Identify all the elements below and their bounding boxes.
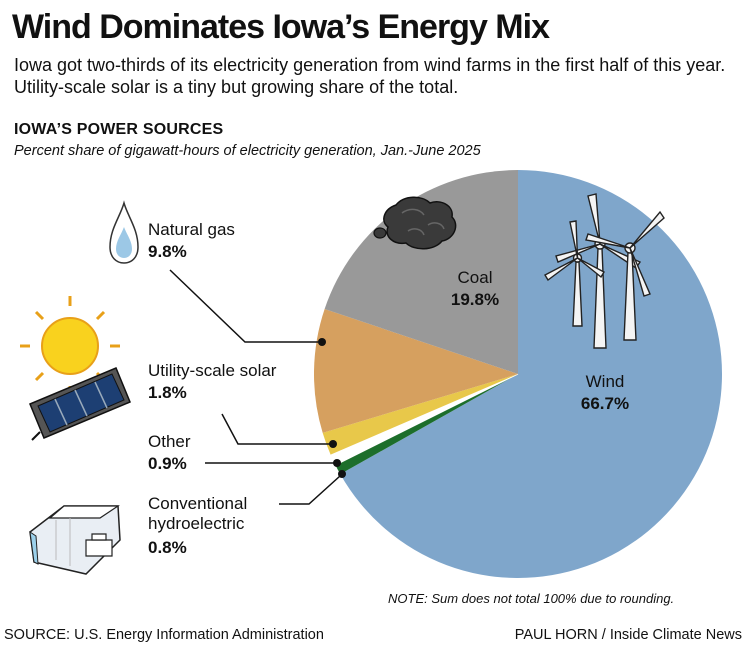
leader-hydro [279, 475, 341, 505]
value-solar: 1.8% [148, 383, 187, 402]
chart-note: NOTE: Sum does not total 100% due to rou… [388, 591, 675, 606]
pie-subtitle: Percent share of gigawatt-hours of elect… [14, 143, 481, 159]
pie-slice-utility-scale-solar [322, 374, 518, 455]
value-coal: 19.8% [450, 290, 500, 309]
label-other: Other [148, 432, 191, 451]
leader-dot-other [333, 459, 341, 467]
value-natural-gas: 9.8% [148, 242, 187, 261]
gas-flame-icon [109, 200, 139, 264]
author-credit: PAUL HORN / Inside Climate News [514, 627, 742, 643]
label-wind: Wind [585, 372, 625, 391]
leader-solar [221, 413, 330, 445]
pie-slice-conventional-hydroelectric [335, 374, 518, 475]
leader-lines [169, 269, 341, 505]
chart-title: Wind Dominates Iowa’s Energy Mix [12, 8, 550, 46]
source-credit: SOURCE: U.S. Energy Information Administ… [4, 627, 324, 643]
value-other: 0.9% [148, 454, 187, 473]
label-solar: Utility-scale solar [148, 361, 277, 380]
dam-icon [29, 505, 121, 575]
leader-dot-solar [329, 440, 337, 448]
solar-panel-icon [20, 296, 131, 441]
pie-title: IOWA’S POWER SOURCES [14, 121, 224, 138]
pie-slice-natural-gas [313, 309, 518, 433]
label-coal: Coal [457, 268, 493, 287]
chart-subtitle: Iowa got two-thirds of its electricity g… [14, 55, 726, 97]
leader-natural-gas [169, 269, 318, 343]
value-hydro: 0.8% [148, 538, 187, 557]
pie-slice-coal [324, 170, 518, 374]
value-wind: 66.7% [580, 394, 630, 413]
label-natural-gas: Natural gas [148, 220, 235, 239]
coal-icon [373, 196, 457, 250]
leader-dot-natural-gas [318, 338, 326, 346]
wind-turbines-icon [544, 193, 665, 349]
leader-dot-hydro [338, 470, 346, 478]
label-hydro: Conventional hydroelectric [148, 494, 248, 533]
